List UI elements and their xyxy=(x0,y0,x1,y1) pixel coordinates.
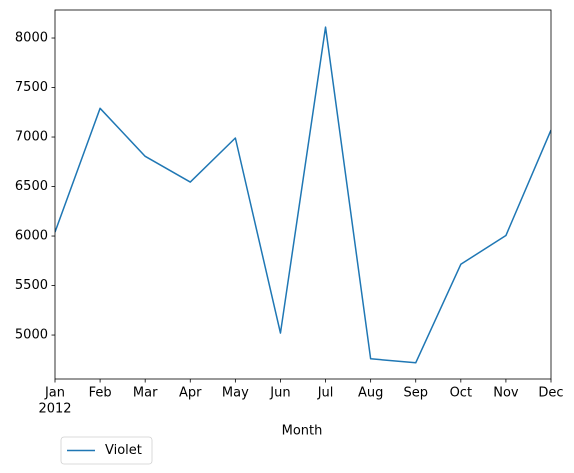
x-tick-label: Jun xyxy=(269,386,290,401)
x-tick-label: Oct xyxy=(450,386,472,401)
x-tick-label: Nov xyxy=(493,386,519,401)
y-tick-label: 8000 xyxy=(15,31,48,46)
x-tick-label: Feb xyxy=(89,386,112,401)
x-tick-label: Apr xyxy=(179,386,202,401)
x-tick-label: Jul xyxy=(317,386,334,401)
x-tick-label: Dec xyxy=(538,386,563,401)
x-tick-label: Mar xyxy=(133,386,158,401)
x-tick-label: Aug xyxy=(358,386,383,401)
y-tick-label: 5000 xyxy=(15,328,48,343)
legend-label: Violet xyxy=(105,443,142,458)
x-year-label: 2012 xyxy=(38,402,71,417)
y-tick-label: 6000 xyxy=(15,229,48,244)
x-axis-label: Month xyxy=(282,424,323,439)
y-tick-label: 7000 xyxy=(15,130,48,145)
x-tick-label: May xyxy=(222,386,249,401)
legend-box xyxy=(60,436,153,465)
y-tick-label: 7500 xyxy=(15,80,48,95)
y-tick-label: 6500 xyxy=(15,179,48,194)
plot-frame xyxy=(54,9,552,380)
line-series xyxy=(55,26,551,364)
x-tick-label: Jan xyxy=(44,386,65,401)
y-tick-label: 5500 xyxy=(15,278,48,293)
x-tick-label: Sep xyxy=(403,386,428,401)
